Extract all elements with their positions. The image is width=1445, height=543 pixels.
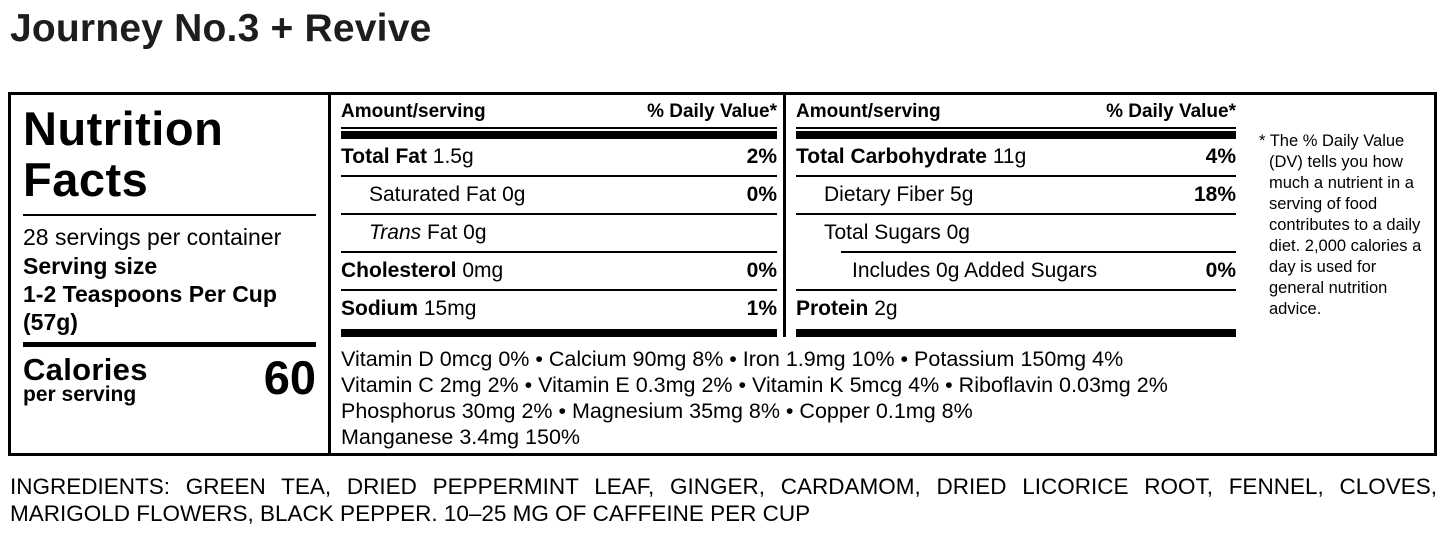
nutrient-column-right: Amount/serving % Daily Value* Total Carb… [786, 95, 1246, 337]
calories-row: Calories per serving 60 [23, 351, 316, 406]
heading-line-1: Nutrition [23, 102, 224, 155]
nutrition-facts-left-panel: Nutrition Facts 28 servings per containe… [11, 95, 331, 453]
nutrient-name: Total Sugars [824, 221, 941, 244]
nutrient-row-dietary-fiber: Dietary Fiber 5g 18% [796, 177, 1236, 213]
daily-value-footnote: * The % Daily Value (DV) tells you how m… [1259, 132, 1422, 318]
nutrient-row-total-sugars: Total Sugars 0g [796, 215, 1236, 251]
nutrient-dv: 0% [1205, 259, 1236, 282]
nutrient-row-total-carbohydrate: Total Carbohydrate 11g 4% [796, 139, 1236, 175]
micronutrients-block: Vitamin D 0mcg 0% • Calcium 90mg 8% • Ir… [331, 337, 1246, 453]
nutrient-name: Fat [426, 221, 458, 244]
nutrient-row-added-sugars: Includes 0g Added Sugars 0% [796, 253, 1236, 289]
nutrient-name-amount: Cholesterol 0mg [341, 260, 503, 282]
nutrient-dv: 18% [1193, 183, 1236, 206]
divider-rule [341, 213, 777, 215]
column-header-dv: % Daily Value* [1106, 101, 1236, 122]
nutrient-name: Includes 0g Added Sugars [852, 259, 1098, 282]
nutrient-name-amount: Trans Fat 0g [341, 222, 487, 244]
divider-rule [796, 213, 1236, 215]
nutrient-amount: 11g [992, 145, 1027, 168]
calories-value: 60 [263, 351, 316, 404]
nutrient-name-amount: Total Carbohydrate 11g [796, 146, 1026, 168]
divider-rule [341, 175, 777, 177]
nutrient-amount: 5g [950, 183, 974, 206]
column-header: Amount/serving % Daily Value* [796, 100, 1236, 129]
column-header-amount: Amount/serving [796, 101, 941, 122]
nutrient-dv: 1% [746, 297, 777, 320]
serving-size-value: 1-2 Teaspoons Per Cup [23, 281, 277, 307]
nutrient-name-amount: Total Sugars 0g [796, 222, 970, 244]
nutrient-name-italic: Trans [369, 221, 422, 244]
nutrient-amount: 15mg [423, 297, 477, 320]
nutrient-dv: 4% [1205, 145, 1236, 168]
nutrient-name: Total Carbohydrate [796, 145, 987, 168]
micronutrients-line: Phosphorus 30mg 2% • Magnesium 35mg 8% •… [341, 399, 973, 423]
divider-rule-indented [841, 251, 1236, 253]
micronutrients-line: Vitamin D 0mcg 0% • Calcium 90mg 8% • Ir… [341, 347, 1124, 371]
column-header-dv: % Daily Value* [647, 101, 777, 122]
column-header-amount: Amount/serving [341, 101, 486, 122]
thick-bar [796, 131, 1236, 139]
nutrient-row-sodium: Sodium 15mg 1% [341, 291, 777, 327]
nutrient-name: Saturated Fat [369, 183, 497, 206]
nutrient-column-left: Amount/serving % Daily Value* Total Fat … [331, 95, 786, 337]
nutrient-row-protein: Protein 2g [796, 291, 1236, 327]
nutrient-name-amount: Protein 2g [796, 298, 898, 320]
nutrient-name: Cholesterol [341, 259, 457, 282]
nutrient-row-trans-fat: Trans Fat 0g [341, 215, 777, 251]
nutrient-amount: 1.5g [432, 145, 474, 168]
thick-bar [341, 131, 777, 139]
nutrient-row-saturated-fat: Saturated Fat 0g 0% [341, 177, 777, 213]
nutrient-name-amount: Saturated Fat 0g [341, 184, 525, 206]
nutrient-name-amount: Total Fat 1.5g [341, 146, 474, 168]
nutrient-amount: 0g [463, 221, 487, 244]
nutrient-dv: 0% [746, 183, 777, 206]
thick-bar [796, 329, 1236, 337]
nutrient-row-cholesterol: Cholesterol 0mg 0% [341, 253, 777, 289]
column-header: Amount/serving % Daily Value* [341, 100, 777, 129]
nutrient-amount: 0g [502, 183, 526, 206]
nutrient-name: Protein [796, 297, 869, 320]
nutrient-amount: 0g [946, 221, 970, 244]
nutrient-name-amount: Dietary Fiber 5g [796, 184, 973, 206]
nutrient-amount: 2g [874, 297, 898, 320]
nutrient-dv: 2% [746, 145, 777, 168]
calories-sublabel: per serving [23, 383, 137, 406]
nutrient-row-total-fat: Total Fat 1.5g 2% [341, 139, 777, 175]
serving-size-label: Serving size [23, 253, 158, 279]
divider-rule [23, 342, 316, 347]
nutrition-facts-heading: Nutrition Facts [23, 103, 316, 205]
micronutrients-line: Manganese 3.4mg 150% [341, 425, 581, 449]
nutrient-name: Total Fat [341, 145, 427, 168]
nutrient-name: Sodium [341, 297, 418, 320]
divider-rule [341, 251, 777, 253]
nutrient-name-amount: Sodium 15mg [341, 298, 476, 320]
page-title: Journey No.3 + Revive [10, 7, 432, 50]
ingredients-line: INGREDIENTS: GREEN TEA, DRIED PEPPERMINT… [10, 474, 1437, 499]
micronutrients-line: Vitamin C 2mg 2% • Vitamin E 0.3mg 2% • … [341, 373, 1168, 397]
divider-rule [23, 214, 316, 216]
servings-per-container: 28 servings per container [23, 224, 282, 250]
nutrient-amount: 0mg [462, 259, 504, 282]
serving-size-weight: (57g) [23, 309, 78, 335]
calories-label: Calories [23, 352, 148, 387]
heading-line-2: Facts [23, 153, 149, 206]
divider-rule [341, 289, 777, 291]
thick-bar [341, 329, 777, 337]
divider-rule [796, 175, 1236, 177]
nutrition-facts-label: Nutrition Facts 28 servings per containe… [8, 92, 1437, 456]
nutrient-dv: 0% [746, 259, 777, 282]
ingredients-block: INGREDIENTS: GREEN TEA, DRIED PEPPERMINT… [10, 473, 1437, 527]
calories-labels: Calories per serving [23, 352, 148, 406]
divider-rule [796, 289, 1236, 291]
nutrient-name-amount: Includes 0g Added Sugars [796, 260, 1097, 282]
nutrient-name: Dietary Fiber [824, 183, 945, 206]
ingredients-line: MARIGOLD FLOWERS, BLACK PEPPER. 10–25 MG… [10, 501, 811, 526]
